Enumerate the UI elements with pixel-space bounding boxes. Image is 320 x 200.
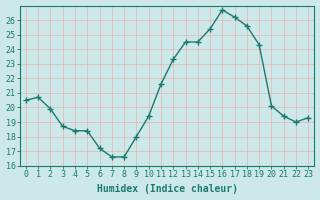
X-axis label: Humidex (Indice chaleur): Humidex (Indice chaleur) [97, 184, 237, 194]
